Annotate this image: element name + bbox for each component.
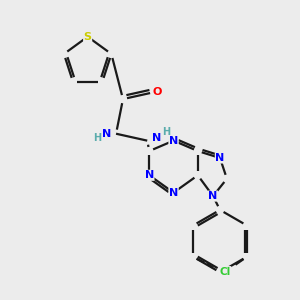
Text: N: N <box>169 136 178 146</box>
Text: H: H <box>162 127 170 136</box>
Text: H: H <box>93 133 101 143</box>
Text: N: N <box>169 188 178 198</box>
Text: N: N <box>215 153 225 163</box>
Text: O: O <box>153 87 162 97</box>
Text: Cl: Cl <box>220 267 231 277</box>
Text: N: N <box>102 129 111 139</box>
Text: N: N <box>208 191 218 201</box>
Text: N: N <box>145 170 154 180</box>
Text: S: S <box>84 32 92 42</box>
Text: N: N <box>152 133 162 143</box>
